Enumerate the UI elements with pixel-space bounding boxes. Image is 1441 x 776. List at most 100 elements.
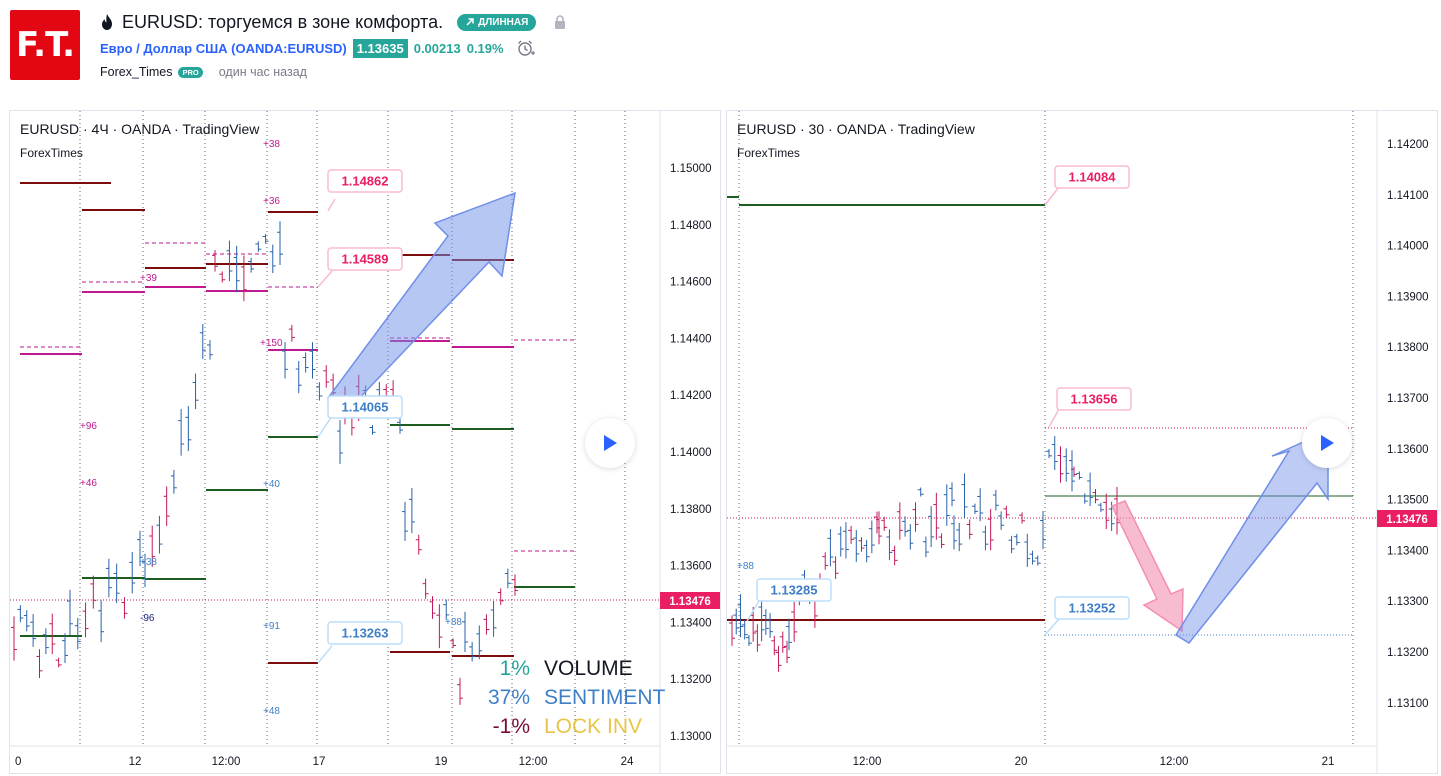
time-axis-tick: 12:00	[519, 756, 548, 768]
volume-label: -96	[140, 613, 155, 624]
time-axis-tick: 19	[435, 756, 448, 768]
price-axis-tick: 1.13200	[670, 674, 712, 686]
price-axis-tick: 1.13600	[1387, 444, 1429, 456]
stat-volume-value: 1%	[499, 656, 530, 680]
chart-4h-canvas[interactable]: +38 +36 +39 +150 +96 +46 +40 +38 -96 +91 +88 +48 1.1…	[10, 111, 721, 774]
price-axis-tick: 1.14800	[670, 220, 712, 232]
play-icon	[1321, 435, 1334, 451]
stat-sentiment-label: SENTIMENT	[544, 685, 666, 709]
price-callout-text: 1.13252	[1069, 601, 1116, 616]
price-axis-tick: 1.14000	[1387, 241, 1429, 253]
author-row: Forex_Times PRO один час назад	[100, 63, 307, 81]
volume-label: +88	[445, 617, 462, 628]
callout-pointer	[1048, 408, 1060, 428]
price-callout-text: 1.13656	[1071, 392, 1118, 407]
lock-icon	[555, 15, 566, 29]
play-button[interactable]	[1302, 418, 1352, 468]
play-button[interactable]	[585, 418, 635, 468]
price-callout-text: 1.14589	[342, 252, 389, 267]
time-axis-tick: 0	[15, 756, 21, 768]
current-price-text: 1.13476	[1386, 514, 1428, 526]
callout-pointer	[317, 645, 333, 664]
volume-label: +38	[263, 139, 280, 150]
chart-legend-author: ForexTimes	[20, 146, 83, 160]
publish-time: один час назад	[218, 65, 307, 79]
price-callout-box	[327, 621, 403, 645]
price-change-pct: 0.19%	[466, 40, 504, 56]
chart-30m-canvas[interactable]: +88 1.14084 1.13656 1.13285 1.13252 1.14200 1.…	[727, 111, 1438, 774]
time-axis-tick: 24	[621, 756, 634, 768]
time-axis-tick: 12:00	[1160, 756, 1189, 768]
idea-header: F.T. EURUSD: торгуемся в зоне комфорта. …	[0, 0, 1441, 100]
price-axis-tick: 1.13400	[670, 617, 712, 629]
price-axis-tick: 1.15000	[670, 163, 712, 175]
play-icon	[604, 435, 617, 451]
price-axis-tick: 1.14400	[670, 333, 712, 345]
stat-volume-label: VOLUME	[544, 656, 633, 680]
idea-title: EURUSD: торгуемся в зоне комфорта.	[122, 11, 444, 32]
callout-pointer	[317, 270, 333, 288]
price-axis-tick: 1.14600	[670, 277, 712, 289]
price-axis-tick: 1.13400	[1387, 545, 1429, 557]
bullish-arrow	[326, 191, 516, 409]
stats-block: 1% VOLUME 37% SENTIMENT -1% LOCK INV	[470, 654, 665, 741]
chart-legend: EURUSD · 30 · OANDA · TradingView	[737, 121, 975, 137]
price-callout-text: 1.14065	[342, 400, 389, 415]
volume-label: +36	[263, 196, 280, 207]
price-callout-text: 1.13263	[342, 626, 389, 641]
callout-pointer	[327, 198, 336, 212]
stat-lock-inv-value: -1%	[492, 714, 530, 738]
price-axis-tick: 1.14100	[1387, 190, 1429, 202]
price-axis-tick: 1.13500	[1387, 495, 1429, 507]
time-axis-tick: 20	[1015, 756, 1028, 768]
callout-pointer	[1044, 186, 1060, 206]
price-axis-tick: 1.13800	[670, 504, 712, 516]
time-axis-tick: 12:00	[853, 756, 882, 768]
author-logo[interactable]: F.T.	[10, 10, 80, 80]
pro-badge: PRO	[178, 66, 203, 78]
chart-4h-panel[interactable]: +38 +36 +39 +150 +96 +46 +40 +38 -96 +91 +88 +48 1.1…	[9, 110, 721, 774]
price-axis-tick: 1.13600	[670, 561, 712, 573]
time-axis-tick: 17	[313, 756, 326, 768]
title-row: EURUSD: торгуемся в зоне комфорта. ДЛИНН…	[100, 10, 566, 34]
price-callout-box	[1056, 387, 1132, 411]
volume-label: +150	[260, 338, 283, 349]
chart-legend-author: ForexTimes	[737, 146, 800, 160]
volume-label: +96	[80, 421, 97, 432]
price-axis-tick: 1.13000	[670, 731, 712, 743]
volume-label: +38	[140, 557, 157, 568]
chart-legend: EURUSD · 4Ч · OANDA · TradingView	[20, 121, 260, 137]
callout-pointer	[1044, 618, 1060, 636]
callout-pointer	[746, 600, 760, 622]
stat-lock-inv-label: LOCK INV	[544, 714, 643, 738]
price-axis-tick: 1.13900	[1387, 291, 1429, 303]
volume-label: +88	[737, 561, 754, 572]
long-badge: ДЛИННАЯ	[457, 13, 537, 31]
volume-label: +46	[80, 478, 97, 489]
price-callout-box	[1054, 596, 1130, 620]
price-callout-box	[756, 578, 832, 602]
arrow-up-right-icon	[466, 18, 474, 26]
alarm-clock-icon[interactable]	[516, 39, 536, 57]
author-name[interactable]: Forex_Times	[100, 65, 173, 79]
price-callout-box	[1054, 165, 1130, 189]
price-axis-tick: 1.13700	[1387, 393, 1429, 405]
price-callout-box	[327, 395, 403, 419]
bearish-arrow	[1110, 500, 1184, 633]
volume-label: +40	[263, 479, 280, 490]
long-badge-label: ДЛИННАЯ	[478, 16, 529, 28]
price-callout-box	[327, 169, 403, 193]
price-callout-text: 1.13285	[771, 583, 818, 598]
current-price-tag	[660, 592, 720, 609]
price-axis-tick: 1.14000	[670, 447, 712, 459]
chart-30m-panel[interactable]: +88 1.14084 1.13656 1.13285 1.13252 1.14200 1.…	[726, 110, 1438, 774]
current-price-tag	[1377, 510, 1437, 527]
symbol-link[interactable]: Евро / Доллар США (OANDA:EURUSD)	[100, 40, 347, 56]
price-axis-tick: 1.14200	[1387, 139, 1429, 151]
time-axis-tick: 12	[129, 756, 142, 768]
price-callout-text: 1.14862	[342, 174, 389, 189]
stat-lock-inv: -1% LOCK INV	[470, 712, 665, 741]
price-callout-box	[327, 247, 403, 271]
price-axis-tick: 1.13100	[1387, 698, 1429, 710]
flame-icon	[102, 14, 112, 30]
